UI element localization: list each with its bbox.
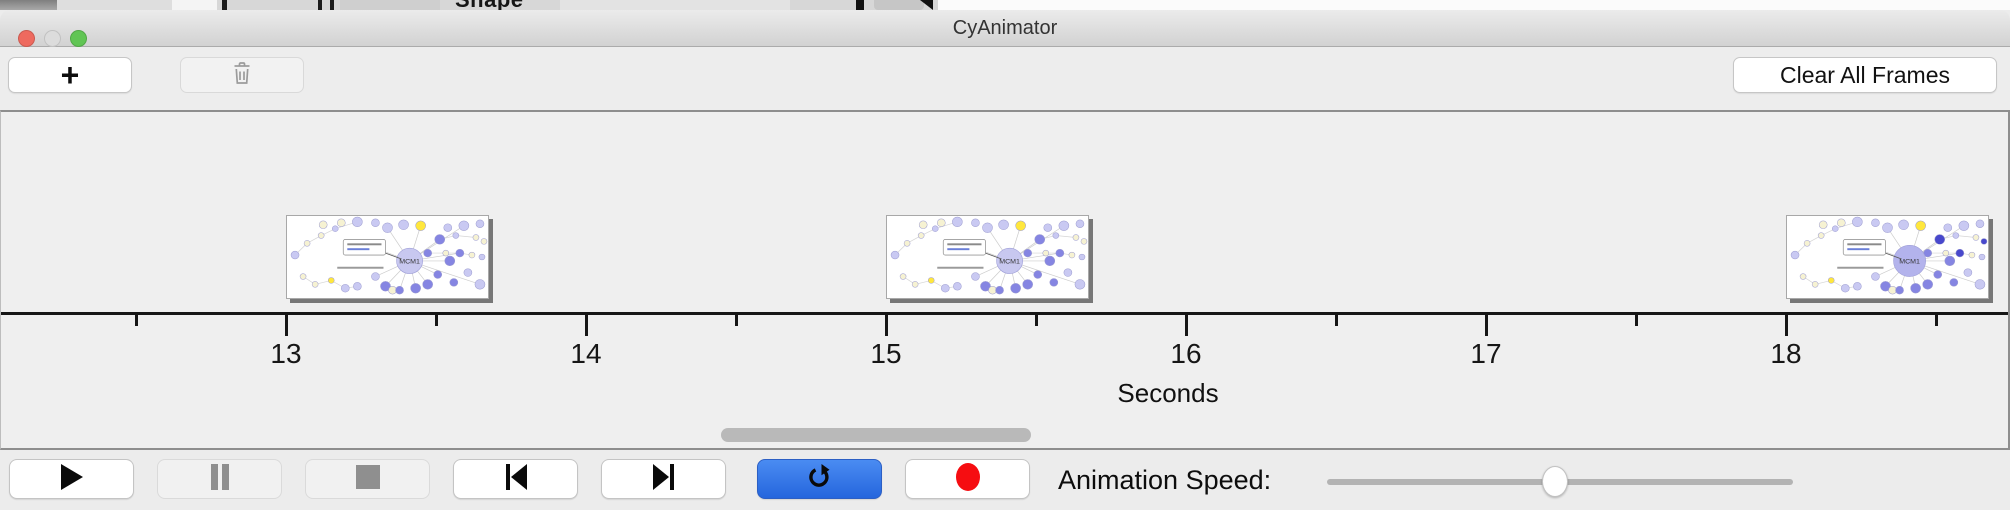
axis-unit-label: Seconds [1117, 378, 1219, 408]
background-fragment [874, 0, 924, 10]
svg-text:MCM1: MCM1 [1899, 258, 1920, 265]
close-button[interactable] [18, 30, 35, 47]
record-icon [955, 462, 981, 497]
window-title: CyAnimator [952, 17, 1058, 39]
transport-bar: Animation Speed: [0, 452, 2010, 510]
trash-icon [232, 61, 252, 90]
plus-icon: + [60, 57, 80, 93]
axis-major-tick [885, 315, 888, 336]
timeline-panel: MCM1 MCM1 MCM1 12 13 14 15 16 17 18 Seconds [0, 110, 2010, 450]
title-bar: CyAnimator [0, 10, 2010, 47]
background-fragment [340, 0, 440, 10]
axis-tick-label: 13 [270, 338, 302, 369]
axis-tick-label: 14 [570, 338, 602, 369]
play-button[interactable] [9, 459, 134, 499]
axis-tick-label: 17 [1470, 338, 1502, 369]
animation-speed-label: Animation Speed: [1058, 465, 1272, 495]
axis-minor-tick [1635, 315, 1638, 326]
axis-tick-label: 15 [870, 338, 902, 369]
pause-button[interactable] [157, 459, 282, 499]
add-frame-button[interactable]: + [8, 57, 132, 93]
background-shape-label: Shape [455, 0, 524, 10]
previous-frame-button[interactable] [453, 459, 578, 499]
background-fragment [318, 0, 322, 10]
axis-minor-tick [435, 315, 438, 326]
minimize-button[interactable] [44, 30, 61, 47]
frame-thumbnail[interactable]: MCM1 [886, 215, 1089, 299]
zoom-button[interactable] [70, 30, 87, 47]
frame-thumbnail[interactable]: MCM1 [1786, 215, 1989, 299]
axis-major-tick [1785, 315, 1788, 336]
animation-speed-slider[interactable] [1327, 466, 1793, 497]
stop-icon [355, 464, 380, 494]
axis-minor-tick [735, 315, 738, 326]
background-fragment [560, 0, 790, 10]
clear-all-frames-label: Clear All Frames [1780, 61, 1950, 88]
loop-icon [807, 464, 832, 494]
frame-thumbnail[interactable]: MCM1 [286, 215, 489, 299]
background-fragment [222, 0, 227, 10]
axis-major-tick [1485, 315, 1488, 336]
axis-minor-tick [1935, 315, 1938, 326]
axis-major-tick [285, 315, 288, 336]
background-fragment [938, 0, 2010, 10]
timeline-scrollbar[interactable] [1, 424, 2008, 446]
axis-major-tick [1185, 315, 1188, 336]
axis-minor-tick [1335, 315, 1338, 326]
axis-tick-label: 12 [1, 338, 26, 370]
background-fragment [57, 0, 172, 10]
svg-text:MCM1: MCM1 [399, 258, 420, 265]
svg-text:MCM1: MCM1 [999, 258, 1020, 265]
axis-minor-tick [1035, 315, 1038, 326]
network-thumbnail-art: MCM1 [287, 216, 488, 298]
delete-frame-button[interactable] [180, 57, 304, 93]
background-fragment [0, 0, 57, 10]
record-button[interactable] [905, 459, 1030, 499]
play-icon [60, 463, 84, 495]
axis-minor-tick [135, 315, 138, 326]
background-fragment [172, 0, 217, 10]
time-axis [1, 312, 2008, 315]
network-thumbnail-art: MCM1 [887, 216, 1088, 298]
axis-tick-label: 18 [1770, 338, 1802, 369]
skip-back-icon [504, 463, 528, 495]
skip-forward-icon [652, 463, 676, 495]
stop-button[interactable] [305, 459, 430, 499]
clear-all-frames-button[interactable]: Clear All Frames [1733, 57, 1997, 93]
loop-button[interactable] [757, 459, 882, 499]
network-thumbnail-art: MCM1 [1787, 216, 1988, 298]
axis-major-tick [585, 315, 588, 336]
background-app-strip: Shape [0, 0, 2010, 10]
next-frame-button[interactable] [601, 459, 726, 499]
background-fragment [856, 0, 864, 10]
background-caret-icon [920, 0, 933, 10]
scrollbar-thumb[interactable] [721, 428, 1031, 442]
axis-tick-label: 16 [1170, 338, 1202, 369]
pause-icon [209, 463, 231, 495]
background-fragment [330, 0, 334, 10]
speed-slider-knob[interactable] [1542, 466, 1568, 497]
frame-toolbar: + Clear All Frames [0, 47, 2010, 110]
